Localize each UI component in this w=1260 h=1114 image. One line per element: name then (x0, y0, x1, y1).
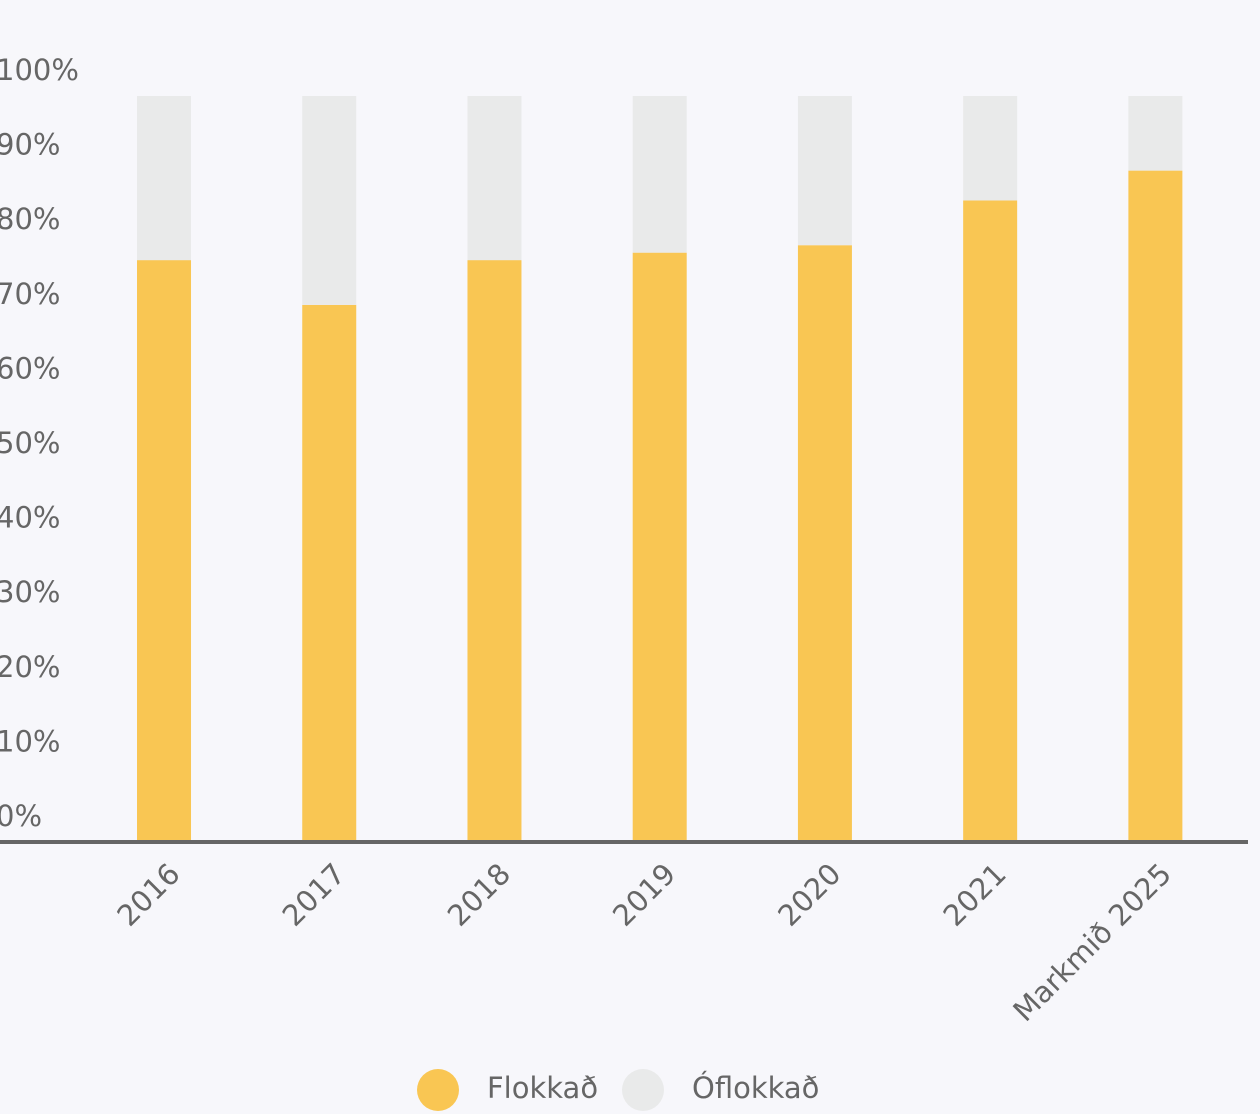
legend-swatch (417, 1069, 459, 1111)
bar-segment (797, 96, 852, 246)
legend-label: Flokkað (487, 1071, 598, 1105)
bar-segment (302, 96, 357, 305)
y-tick-label: 40% (0, 501, 60, 535)
bar-segment (632, 252, 687, 842)
bar-segment (1128, 96, 1183, 171)
y-tick-label: 10% (0, 724, 60, 758)
bar-segment (137, 260, 192, 842)
bar-segment (302, 304, 357, 842)
bar-segment (963, 96, 1018, 201)
y-tick-label: 0% (0, 799, 42, 833)
y-tick-label: 20% (0, 650, 60, 684)
bar-segment (963, 200, 1018, 842)
bar-segment (137, 96, 192, 261)
bar-segment (797, 245, 852, 842)
y-tick-label: 90% (0, 128, 60, 162)
bar-segment (467, 96, 522, 261)
legend-swatch (622, 1069, 664, 1111)
bar-segment (632, 96, 687, 253)
bar-segment (1128, 170, 1183, 843)
y-tick-label: 30% (0, 575, 60, 609)
legend-label: Óflokkað (692, 1071, 819, 1105)
y-tick-label: 80% (0, 202, 60, 236)
y-tick-label: 60% (0, 351, 60, 385)
bar-segment (467, 260, 522, 842)
y-tick-label: 70% (0, 277, 60, 311)
y-tick-label: 50% (0, 426, 60, 460)
y-tick-label: 100% (0, 53, 79, 87)
